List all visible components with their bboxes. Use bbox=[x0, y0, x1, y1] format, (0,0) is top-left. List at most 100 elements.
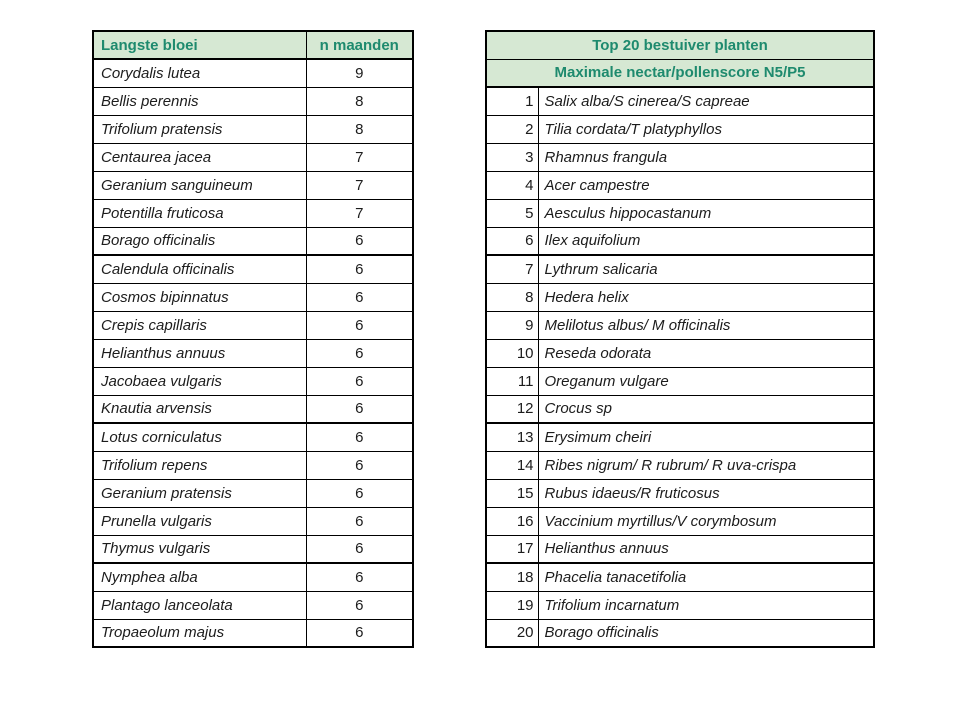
months-cell: 7 bbox=[305, 198, 414, 228]
plant-name-cell: Crocus sp bbox=[537, 394, 875, 424]
months-cell: 7 bbox=[305, 170, 414, 200]
rank-cell: 19 bbox=[485, 590, 539, 620]
plant-name-cell: Ilex aquifolium bbox=[537, 226, 875, 256]
plant-name-cell: Acer campestre bbox=[537, 170, 875, 200]
plant-name-cell: Corydalis lutea bbox=[92, 58, 307, 88]
plant-name-cell: Trifolium incarnatum bbox=[537, 590, 875, 620]
table-row: 1 Salix alba/S cinerea/S capreae bbox=[485, 86, 875, 116]
table-row: Geranium sanguineum 7 bbox=[92, 170, 414, 200]
months-cell: 6 bbox=[305, 366, 414, 396]
months-cell: 6 bbox=[305, 310, 414, 340]
table-title: Top 20 bestuiver planten bbox=[485, 30, 875, 60]
table-row: 20 Borago officinalis bbox=[485, 618, 875, 648]
plant-name-cell: Phacelia tanacetifolia bbox=[537, 562, 875, 592]
table-row: 14 Ribes nigrum/ R rubrum/ R uva-crispa bbox=[485, 450, 875, 480]
plant-name-cell: Jacobaea vulgaris bbox=[92, 366, 307, 396]
table-row: 8 Hedera helix bbox=[485, 282, 875, 312]
rank-cell: 7 bbox=[485, 254, 539, 284]
table-row: 13 Erysimum cheiri bbox=[485, 422, 875, 452]
rank-cell: 15 bbox=[485, 478, 539, 508]
plant-name-cell: Hedera helix bbox=[537, 282, 875, 312]
plant-name-cell: Borago officinalis bbox=[92, 226, 307, 256]
table-row: Plantago lanceolata 6 bbox=[92, 590, 414, 620]
table-row: Crepis capillaris 6 bbox=[92, 310, 414, 340]
table-row: Borago officinalis 6 bbox=[92, 226, 414, 256]
table-subtitle-row: Maximale nectar/pollenscore N5/P5 bbox=[485, 58, 875, 88]
months-cell: 7 bbox=[305, 142, 414, 172]
plant-name-cell: Tilia cordata/T platyphyllos bbox=[537, 114, 875, 144]
table-row: 16 Vaccinium myrtillus/V corymbosum bbox=[485, 506, 875, 536]
table-row: Potentilla fruticosa 7 bbox=[92, 198, 414, 228]
rank-cell: 1 bbox=[485, 86, 539, 116]
plant-name-cell: Plantago lanceolata bbox=[92, 590, 307, 620]
plant-name-cell: Melilotus albus/ M officinalis bbox=[537, 310, 875, 340]
table-row: 19 Trifolium incarnatum bbox=[485, 590, 875, 620]
table-row: 9 Melilotus albus/ M officinalis bbox=[485, 310, 875, 340]
plant-name-cell: Rubus idaeus/R fruticosus bbox=[537, 478, 875, 508]
rank-cell: 5 bbox=[485, 198, 539, 228]
rank-cell: 16 bbox=[485, 506, 539, 536]
plant-name-cell: Lythrum salicaria bbox=[537, 254, 875, 284]
table-row: Prunella vulgaris 6 bbox=[92, 506, 414, 536]
table-row: Jacobaea vulgaris 6 bbox=[92, 366, 414, 396]
months-cell: 6 bbox=[305, 618, 414, 648]
rank-cell: 10 bbox=[485, 338, 539, 368]
table-row: Cosmos bipinnatus 6 bbox=[92, 282, 414, 312]
rank-cell: 12 bbox=[485, 394, 539, 424]
plant-name-cell: Helianthus annuus bbox=[537, 534, 875, 564]
table-row: 12 Crocus sp bbox=[485, 394, 875, 424]
table-row: 11 Oreganum vulgare bbox=[485, 366, 875, 396]
plant-name-cell: Erysimum cheiri bbox=[537, 422, 875, 452]
column-header-n-maanden: n maanden bbox=[305, 30, 414, 60]
plant-name-cell: Lotus corniculatus bbox=[92, 422, 307, 452]
plant-name-cell: Ribes nigrum/ R rubrum/ R uva-crispa bbox=[537, 450, 875, 480]
rank-cell: 8 bbox=[485, 282, 539, 312]
table-row: Helianthus annuus 6 bbox=[92, 338, 414, 368]
table-row: Tropaeolum majus 6 bbox=[92, 618, 414, 648]
rank-cell: 11 bbox=[485, 366, 539, 396]
plant-name-cell: Prunella vulgaris bbox=[92, 506, 307, 536]
plant-name-cell: Calendula officinalis bbox=[92, 254, 307, 284]
table-row: Corydalis lutea 9 bbox=[92, 58, 414, 88]
longest-bloom-table-body: Corydalis lutea 9 Bellis perennis 8 Trif… bbox=[92, 58, 414, 648]
months-cell: 6 bbox=[305, 338, 414, 368]
table-header-row: Langste bloei n maanden bbox=[92, 30, 414, 60]
plant-name-cell: Knautia arvensis bbox=[92, 394, 307, 424]
table-row: 15 Rubus idaeus/R fruticosus bbox=[485, 478, 875, 508]
months-cell: 6 bbox=[305, 282, 414, 312]
months-cell: 6 bbox=[305, 254, 414, 284]
table-row: 10 Reseda odorata bbox=[485, 338, 875, 368]
table-row: Geranium pratensis 6 bbox=[92, 478, 414, 508]
rank-cell: 9 bbox=[485, 310, 539, 340]
plant-name-cell: Trifolium pratensis bbox=[92, 114, 307, 144]
plant-name-cell: Potentilla fruticosa bbox=[92, 198, 307, 228]
table-row: Lotus corniculatus 6 bbox=[92, 422, 414, 452]
rank-cell: 20 bbox=[485, 618, 539, 648]
months-cell: 6 bbox=[305, 394, 414, 424]
table-row: Trifolium pratensis 8 bbox=[92, 114, 414, 144]
months-cell: 6 bbox=[305, 478, 414, 508]
table-row: Bellis perennis 8 bbox=[92, 86, 414, 116]
plant-name-cell: Geranium pratensis bbox=[92, 478, 307, 508]
rank-cell: 4 bbox=[485, 170, 539, 200]
plant-name-cell: Crepis capillaris bbox=[92, 310, 307, 340]
table-row: Knautia arvensis 6 bbox=[92, 394, 414, 424]
plant-name-cell: Trifolium repens bbox=[92, 450, 307, 480]
plant-name-cell: Oreganum vulgare bbox=[537, 366, 875, 396]
plant-name-cell: Aesculus hippocastanum bbox=[537, 198, 875, 228]
table-row: Nymphea alba 6 bbox=[92, 562, 414, 592]
months-cell: 8 bbox=[305, 114, 414, 144]
table-row: Thymus vulgaris 6 bbox=[92, 534, 414, 564]
months-cell: 8 bbox=[305, 86, 414, 116]
table-row: 3 Rhamnus frangula bbox=[485, 142, 875, 172]
rank-cell: 3 bbox=[485, 142, 539, 172]
table-row: 7 Lythrum salicaria bbox=[485, 254, 875, 284]
plant-name-cell: Helianthus annuus bbox=[92, 338, 307, 368]
rank-cell: 13 bbox=[485, 422, 539, 452]
months-cell: 6 bbox=[305, 226, 414, 256]
months-cell: 6 bbox=[305, 422, 414, 452]
table-row: Calendula officinalis 6 bbox=[92, 254, 414, 284]
plant-name-cell: Reseda odorata bbox=[537, 338, 875, 368]
plant-name-cell: Rhamnus frangula bbox=[537, 142, 875, 172]
